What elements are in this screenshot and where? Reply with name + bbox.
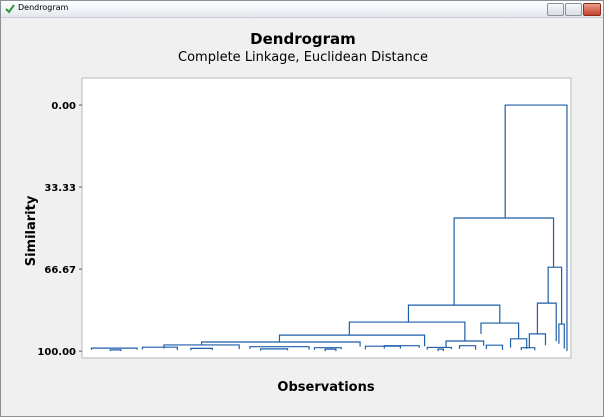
maximize-button[interactable] (565, 3, 582, 16)
dendrogram-link (407, 304, 501, 324)
dendrogram-link (200, 341, 361, 347)
dendrogram-link (163, 344, 240, 350)
dendrogram-link (109, 349, 122, 352)
dendrogram-link (383, 345, 420, 349)
dendrogram-link (278, 334, 426, 347)
chart-subtitle: Complete Linkage, Euclidean Distance (178, 50, 428, 65)
title-bar: Dendrogram (1, 1, 603, 18)
dendrogram-link (437, 348, 444, 352)
x-axis-label: Observations (277, 380, 374, 395)
minimize-button[interactable] (547, 3, 564, 16)
dendrogram-link (445, 340, 485, 348)
dendrogram-link (536, 302, 557, 342)
window-title: Dendrogram (18, 3, 69, 12)
dendrogram-link (364, 345, 401, 350)
dendrogram-link (348, 321, 466, 342)
y-tick-label: 33.33 (44, 183, 76, 194)
dendrogram-link (249, 346, 310, 350)
dendrogram-link (480, 322, 520, 339)
dendrogram-link (547, 266, 563, 325)
dendrogram-link (485, 344, 504, 350)
y-tick-label: 0.00 (51, 101, 76, 112)
chart: Dendrogram Complete Linkage, Euclidean D… (24, 30, 572, 395)
dendrogram-link (453, 217, 555, 306)
dendrogram-link (313, 347, 342, 350)
dendrogram-link (90, 347, 138, 350)
chart-title: Dendrogram (250, 30, 356, 48)
dendrogram-link (324, 348, 337, 352)
dendrogram-link (458, 345, 477, 350)
dendrogram-link (509, 338, 528, 349)
dendrogram-link (520, 347, 536, 351)
close-button[interactable] (583, 3, 601, 16)
dendrogram-link (558, 323, 565, 349)
y-axis-label: Similarity (24, 195, 39, 266)
dendrogram-link (426, 346, 453, 350)
dendrogram-link (528, 333, 547, 349)
dendrogram-link (504, 104, 568, 352)
y-tick-label: 66.67 (44, 265, 76, 276)
y-tick-label: 100.00 (37, 347, 76, 358)
dendrogram-link (190, 347, 213, 351)
app-icon (5, 4, 15, 14)
dendrogram-link (141, 346, 178, 351)
dendrogram-link (260, 348, 289, 351)
